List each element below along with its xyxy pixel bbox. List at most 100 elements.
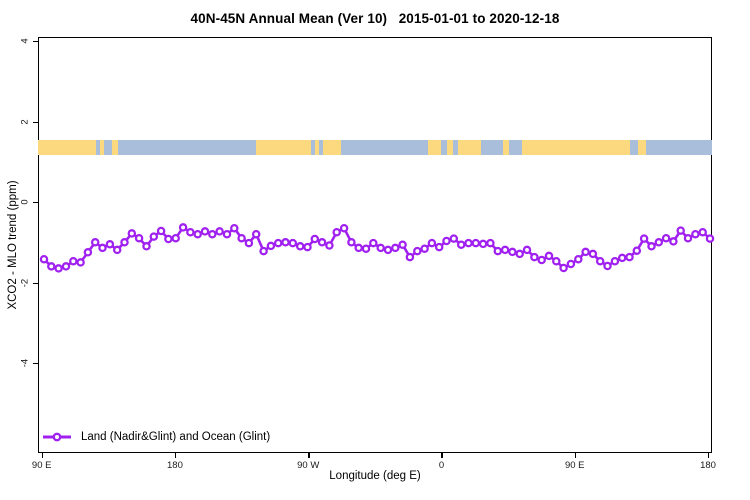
map-strip-segment-ocean [311, 140, 316, 155]
x-axis-tick-label: 90 E [564, 460, 585, 471]
data-point [354, 243, 363, 253]
data-point [76, 258, 85, 267]
y-axis-tick [33, 282, 38, 284]
data-point [251, 229, 261, 239]
map-strip [38, 140, 712, 155]
x-axis-tick [308, 453, 310, 458]
map-strip-segment-ocean [117, 140, 257, 155]
map-strip-segment-ocean [441, 140, 448, 155]
x-axis-tick-label: 180 [700, 460, 716, 471]
data-point [134, 233, 144, 243]
map-strip-segment-land [100, 140, 105, 155]
data-point [200, 227, 210, 236]
y-axis-tick-label: -4 [19, 358, 31, 368]
data-point [661, 233, 671, 243]
x-axis-tick [441, 453, 443, 458]
data-point [347, 238, 356, 247]
data-point [149, 232, 159, 241]
data-point [625, 252, 634, 262]
map-strip-segment-ocean [453, 140, 459, 155]
data-point [676, 226, 685, 235]
data-point [683, 233, 693, 243]
x-axis-tick [41, 453, 44, 458]
legend: Land (Nadir&Glint) and Ocean (Glint) [42, 429, 270, 444]
data-point [112, 245, 122, 255]
map-strip-segment-land [112, 140, 118, 155]
data-point [639, 234, 649, 243]
x-axis-tick-label: 90 E [31, 460, 52, 471]
data-point [325, 241, 334, 250]
legend-label: Land (Nadir&Glint) and Ocean (Glint) [81, 430, 271, 443]
map-strip-segment-ocean [341, 140, 429, 155]
data-point [164, 234, 173, 244]
data-point [588, 249, 598, 259]
data-point [654, 238, 664, 247]
x-axis-label: Longitude (deg E) [329, 470, 421, 482]
map-strip-segment-ocean [481, 140, 504, 155]
data-point [208, 229, 217, 239]
page-title: 40N-45N Annual Mean (Ver 10) 2015-01-01 … [190, 11, 560, 26]
data-point [259, 246, 268, 256]
data-point [369, 238, 378, 248]
data-point [434, 242, 444, 252]
data-point [486, 238, 495, 248]
map-strip-segment-land [522, 140, 631, 155]
map-strip-segment-land [428, 140, 442, 155]
map-strip-segment-land [458, 140, 482, 155]
map-strip-segment-land [638, 140, 647, 155]
y-axis-tick [33, 41, 38, 43]
data-point [398, 240, 407, 249]
data-point [39, 254, 49, 264]
data-point [215, 227, 224, 236]
data-point [171, 233, 180, 243]
data-point [105, 240, 115, 249]
data-point [193, 229, 202, 239]
y-axis-tick-label: 0 [19, 199, 31, 205]
data-point [449, 234, 459, 243]
data-point [610, 256, 620, 266]
data-point [552, 256, 561, 266]
data-point [127, 229, 137, 238]
data-point [69, 256, 78, 266]
map-strip-segment-land [323, 140, 342, 155]
y-axis-label: XCO2 - MLO trend (ppm) [7, 180, 19, 310]
data-point [156, 226, 166, 236]
data-point [705, 234, 715, 243]
data-point [317, 238, 327, 247]
map-strip-segment-ocean [319, 140, 324, 155]
data-point [339, 223, 349, 233]
data-point [537, 255, 546, 265]
x-axis-tick-label: 0 [438, 460, 445, 471]
map-strip-segment-ocean [646, 140, 712, 155]
data-point [522, 245, 532, 255]
data-point [493, 246, 503, 256]
data-point [698, 227, 707, 237]
data-point [383, 245, 393, 255]
data-point [303, 242, 312, 252]
map-strip-segment-land [38, 140, 97, 155]
data-point [244, 238, 254, 248]
data-point [669, 237, 678, 246]
data-point [391, 243, 400, 253]
data-point [500, 245, 510, 255]
y-axis-tick [33, 202, 38, 204]
map-strip-segment-land [256, 140, 312, 155]
map-strip-segment-land [315, 140, 320, 155]
data-point [295, 242, 305, 251]
x-axis-tick-label: 180 [167, 460, 183, 471]
data-point [478, 239, 488, 249]
data-point [464, 238, 473, 248]
data-point [376, 243, 385, 253]
y-axis-tick [33, 121, 38, 123]
data-point [178, 223, 188, 232]
data-point [508, 247, 517, 257]
data-point [332, 227, 341, 237]
data-point [186, 227, 195, 237]
data-point [691, 229, 700, 239]
map-strip-segment-land [447, 140, 454, 155]
data-point [442, 236, 451, 246]
y-axis-tick [33, 363, 38, 365]
data-point [54, 264, 63, 273]
data-point [530, 252, 539, 262]
